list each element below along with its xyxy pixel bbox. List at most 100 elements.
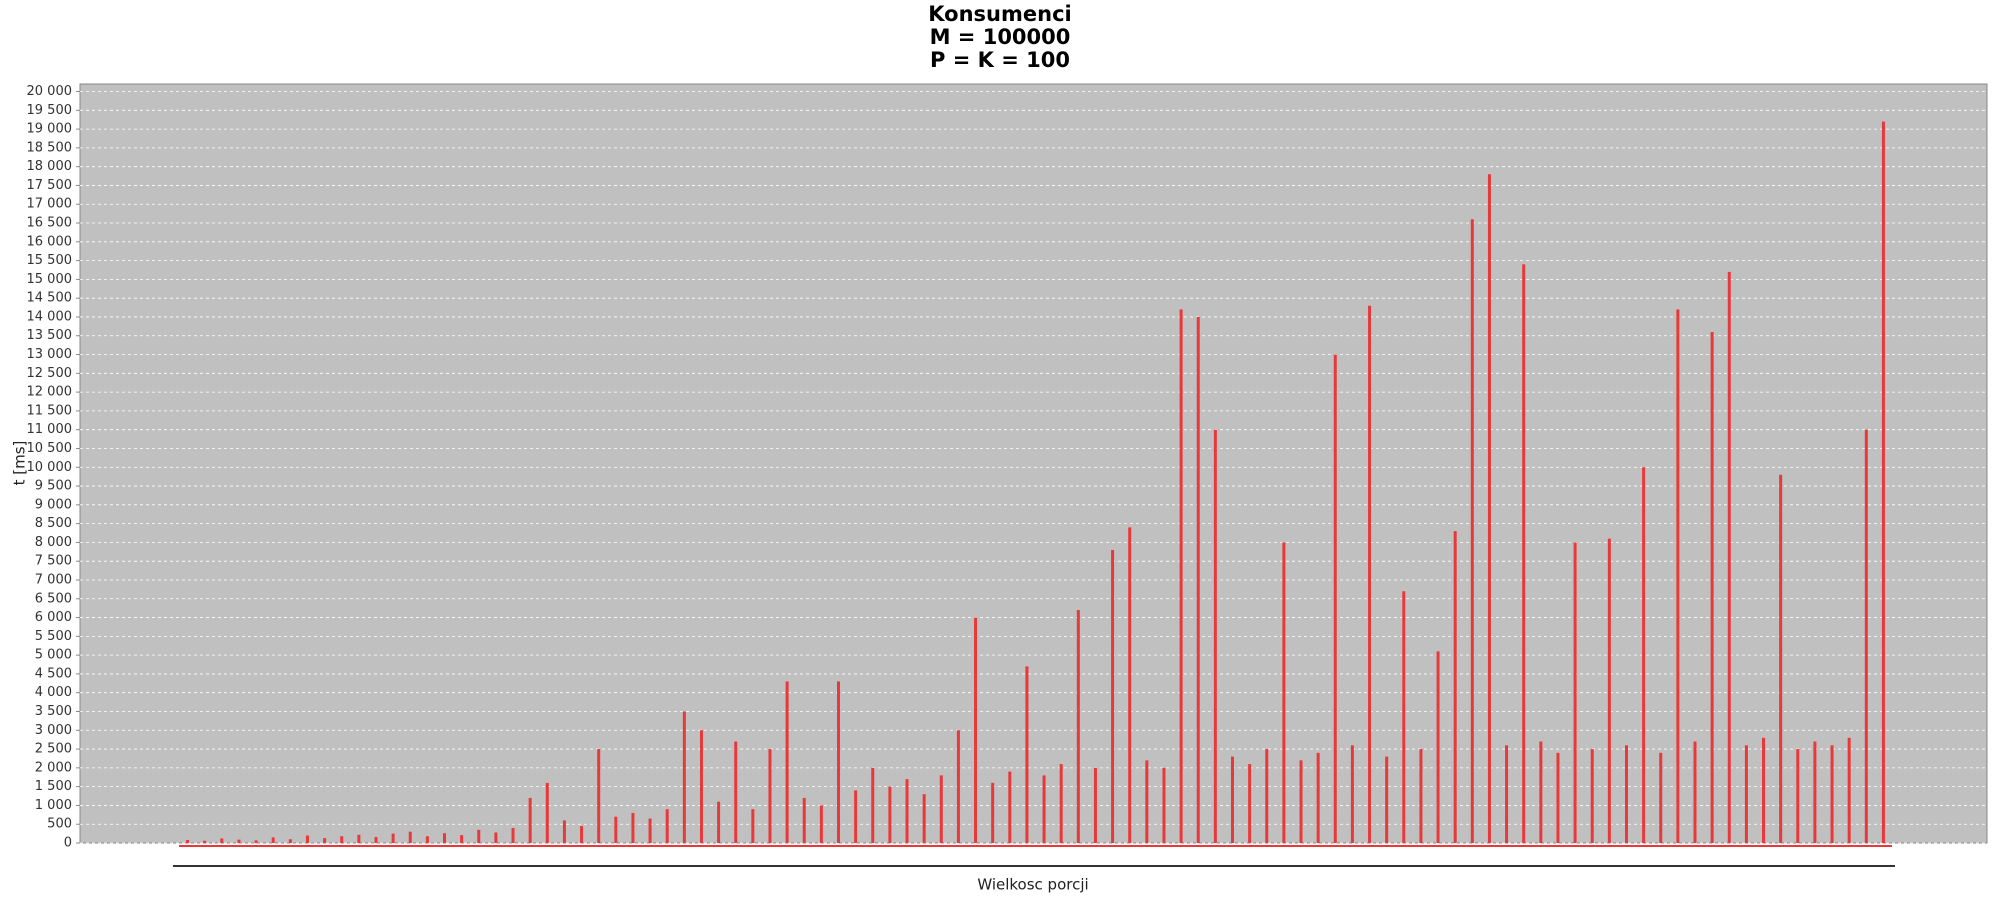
bar bbox=[220, 838, 224, 843]
chart-subtitle: P = K = 100 bbox=[930, 48, 1070, 72]
bar bbox=[1436, 651, 1440, 843]
bar bbox=[717, 801, 721, 843]
bar bbox=[1299, 760, 1303, 843]
y-tick-label: 18 500 bbox=[27, 140, 73, 155]
bar bbox=[1624, 745, 1628, 843]
y-tick-label: 9 000 bbox=[35, 497, 72, 512]
y-tick-label: 17 500 bbox=[27, 178, 73, 193]
bar bbox=[288, 839, 292, 843]
bar bbox=[1385, 756, 1389, 843]
bar bbox=[305, 835, 309, 843]
bar bbox=[648, 818, 652, 843]
bar bbox=[1762, 737, 1766, 843]
bar bbox=[631, 812, 635, 843]
bar bbox=[1316, 752, 1320, 843]
bar bbox=[682, 711, 686, 843]
bar bbox=[665, 809, 669, 843]
bar bbox=[391, 833, 395, 843]
bar bbox=[1230, 756, 1234, 843]
y-tick-label: 5 500 bbox=[35, 629, 72, 644]
bar bbox=[1590, 749, 1594, 843]
bar bbox=[562, 820, 566, 843]
bar bbox=[494, 832, 498, 843]
bar bbox=[1522, 264, 1526, 843]
bar bbox=[922, 794, 926, 843]
bar bbox=[1265, 749, 1269, 843]
x-axis-label: Wielkosc porcji bbox=[977, 876, 1088, 894]
bar bbox=[1042, 775, 1046, 843]
y-tick-label: 1 000 bbox=[35, 798, 72, 813]
bar bbox=[597, 749, 601, 843]
y-axis-label: t [ms] bbox=[11, 441, 29, 486]
y-tick-label: 6 000 bbox=[35, 610, 72, 625]
bar bbox=[1693, 741, 1697, 843]
y-tick-label: 6 500 bbox=[35, 591, 72, 606]
bar bbox=[819, 805, 823, 843]
y-tick-label: 2 000 bbox=[35, 760, 72, 775]
y-tick-label: 3 000 bbox=[35, 723, 72, 738]
bar bbox=[1196, 316, 1200, 843]
bar bbox=[460, 835, 464, 843]
y-tick-label: 13 500 bbox=[27, 328, 73, 343]
bar bbox=[1419, 749, 1423, 843]
bar bbox=[323, 838, 327, 843]
y-tick-label: 11 500 bbox=[27, 403, 73, 418]
bar bbox=[785, 681, 789, 843]
y-tick-label: 19 000 bbox=[27, 122, 73, 137]
y-tick-label: 11 000 bbox=[27, 422, 73, 437]
chart-subtitle: M = 100000 bbox=[930, 25, 1071, 49]
y-tick-label: 16 500 bbox=[27, 216, 73, 231]
bar bbox=[1025, 666, 1029, 843]
bar bbox=[939, 775, 943, 843]
bar bbox=[1796, 749, 1800, 843]
bar bbox=[1539, 741, 1543, 843]
y-tick-label: 10 500 bbox=[27, 441, 73, 456]
chart-title: Konsumenci bbox=[928, 2, 1071, 26]
y-tick-label: 5 000 bbox=[35, 648, 72, 663]
bar bbox=[768, 749, 772, 843]
bar bbox=[871, 767, 875, 843]
y-tick-label: 13 000 bbox=[27, 347, 73, 362]
bar bbox=[374, 836, 378, 843]
y-tick-label: 2 500 bbox=[35, 742, 72, 757]
bar bbox=[974, 617, 978, 843]
bar bbox=[186, 839, 190, 843]
bar bbox=[1727, 271, 1731, 843]
bar bbox=[528, 797, 532, 843]
bar bbox=[511, 827, 515, 843]
bar bbox=[1162, 767, 1166, 843]
bar bbox=[802, 797, 806, 843]
y-tick-label: 4 500 bbox=[35, 666, 72, 681]
bar bbox=[425, 836, 429, 843]
bar bbox=[699, 730, 703, 843]
bar bbox=[1368, 305, 1372, 843]
bar bbox=[580, 826, 584, 843]
bar bbox=[1744, 745, 1748, 843]
bar bbox=[1179, 309, 1183, 843]
bar bbox=[1128, 527, 1132, 843]
bar bbox=[1573, 542, 1577, 843]
bar bbox=[340, 836, 344, 843]
bar bbox=[1813, 741, 1817, 843]
y-tick-label: 0 bbox=[64, 836, 72, 851]
bar bbox=[1059, 764, 1063, 843]
bar bbox=[408, 831, 412, 843]
bar bbox=[1864, 429, 1868, 843]
y-tick-label: 12 500 bbox=[27, 366, 73, 381]
bar bbox=[1470, 219, 1474, 843]
bar bbox=[1093, 767, 1097, 843]
y-tick-label: 14 500 bbox=[27, 291, 73, 306]
y-tick-label: 20 000 bbox=[27, 84, 73, 99]
bar bbox=[545, 782, 549, 843]
bar bbox=[203, 840, 207, 843]
bar bbox=[1607, 538, 1611, 843]
bar bbox=[837, 681, 841, 843]
plot-area bbox=[79, 83, 1988, 844]
bar bbox=[1676, 309, 1680, 843]
y-tick-label: 500 bbox=[47, 817, 72, 832]
bar bbox=[1487, 174, 1491, 843]
bar bbox=[751, 809, 755, 843]
y-tick-label: 10 000 bbox=[27, 460, 73, 475]
bar bbox=[905, 779, 909, 843]
